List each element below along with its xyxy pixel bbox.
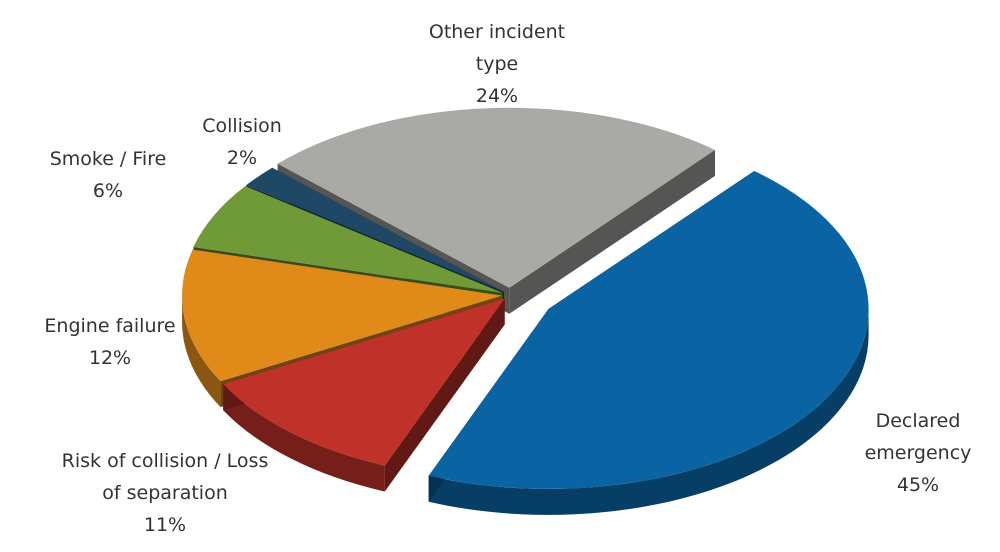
slice-side — [223, 384, 385, 492]
slice — [182, 249, 503, 382]
value-label: 11% — [143, 514, 187, 536]
category-name: Declared emergency — [864, 410, 972, 464]
slice-cut — [384, 298, 505, 492]
slice-label: Collision 2% — [182, 110, 302, 174]
slice-side — [182, 295, 221, 408]
category-name: Smoke / Fire — [49, 148, 167, 170]
category-name: Risk of collision / Loss of separation — [61, 450, 269, 504]
category-name: Other incident type — [428, 21, 566, 75]
value-label: 12% — [88, 347, 132, 369]
slice-label: Declared emergency 45% — [843, 405, 993, 501]
slice-cut — [509, 149, 716, 314]
slice-label: Engine failure 12% — [25, 310, 195, 374]
slice — [223, 298, 505, 466]
slice-label: Risk of collision / Loss of separation 11… — [50, 445, 280, 541]
slice-label: Smoke / Fire 6% — [33, 143, 183, 207]
category-name: Collision — [202, 115, 282, 137]
value-label: 6% — [92, 180, 124, 202]
slice — [428, 171, 869, 489]
slice-side — [428, 308, 869, 515]
value-label: 2% — [226, 147, 258, 169]
value-label: 45% — [896, 474, 940, 496]
slice — [193, 186, 503, 293]
slice-label: Other incident type 24% — [412, 16, 582, 112]
slice — [277, 107, 716, 288]
slice — [246, 167, 504, 292]
value-label: 24% — [475, 85, 519, 107]
category-name: Engine failure — [44, 315, 176, 337]
